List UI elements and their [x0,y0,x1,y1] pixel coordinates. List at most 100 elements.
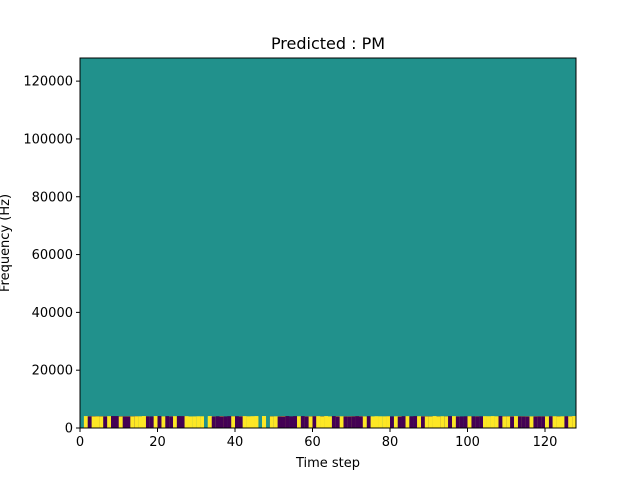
heatmap-cell [525,416,530,428]
heatmap-cell [304,416,309,428]
y-tick-label: 100000 [23,132,73,147]
plot-frame [79,57,577,429]
heatmap-cell [471,416,476,428]
heatmap-cell [382,416,387,428]
heatmap-cell [138,416,143,428]
heatmap-cell [545,416,549,428]
heatmap-cell [149,416,154,428]
heatmap-cell [308,416,313,428]
y-axis-label: Frequency (Hz) [0,194,13,292]
x-axis-label: Time step [295,456,360,471]
heatmap-cell [432,416,437,428]
heatmap-cell [506,416,511,428]
heatmap-cell [277,416,282,428]
y-tick-label: 120000 [23,75,73,90]
heatmap-cell [351,416,356,428]
y-axis: 0 20000 40000 60000 80000 100000 120000 [23,75,80,437]
heatmap-cell [316,416,321,428]
heatmap-cell [235,416,239,428]
heatmap-cell [289,416,294,428]
heatmap-cell [227,416,232,428]
heatmap-cell [262,416,267,428]
heatmap-cell [359,416,363,428]
heatmap-cell [200,416,205,428]
heatmap-cell [207,416,212,428]
heatmap-cell [215,416,220,428]
heatmap-cell [297,416,301,428]
heatmap-cell [192,416,197,428]
heatmap-cell [188,416,193,428]
heatmap-cell [118,416,123,428]
heatmap-cell [401,416,406,428]
heatmap-cell [219,416,224,428]
heatmap-cell [300,416,305,428]
heatmap-cell [424,416,429,428]
heatmap-cell [145,416,150,428]
heatmap-cell [157,416,162,428]
heatmap-cell [444,416,449,428]
heatmap-cell [494,416,499,428]
x-tick-label: 100 [455,435,480,450]
heatmap-cell [514,416,518,428]
heatmap-cell [548,416,553,428]
heatmap-cell [293,416,298,428]
heatmap-cell [355,416,360,428]
heatmap-cell [114,416,119,428]
heatmap-cell [483,416,487,428]
heatmap-cell [211,416,216,428]
heatmap-cell [169,416,174,428]
heatmap-cell [91,416,96,428]
heatmap-cell [335,416,340,428]
heatmap-cell [328,416,332,428]
heatmap-cell [393,416,398,428]
heatmap-cell [397,416,402,428]
heatmap-cell [130,416,135,428]
heatmap-cell [180,416,185,428]
heatmap-cell [273,416,278,428]
heatmap-cell [374,416,379,428]
heatmap-cell [475,416,480,428]
heatmap-cell [463,416,468,428]
heatmap-cell [490,416,495,428]
heatmap-cell [107,416,112,428]
x-axis: 0 20 40 60 80 100 120 [76,428,558,450]
heatmap-cell [250,416,255,428]
heatmap-cell [390,416,394,428]
x-tick-label: 60 [304,435,321,450]
heatmap-cell [417,416,422,428]
heatmap-cell [421,416,425,428]
heatmap-cell [560,416,565,428]
heatmap-cell [479,416,484,428]
heatmap-cell [103,416,108,428]
heatmap-cell [122,416,127,428]
heatmap-cell [510,416,515,428]
heatmap-cell [378,416,383,428]
heatmap-cell [254,416,259,428]
heatmap-cell [176,416,181,428]
chart-title: Predicted : PM [271,34,385,53]
heatmap-cell [343,416,348,428]
heatmap-cell [242,416,247,428]
y-tick-label: 60000 [32,248,73,263]
heatmap-cell [87,416,92,428]
heatmap-cell [409,416,414,428]
heatmap-cell [452,416,456,428]
y-tick-label: 0 [65,422,73,437]
heatmap-cell [331,416,336,428]
heatmap-cell [153,416,158,428]
heatmap-cell [223,416,228,428]
heatmap-cell [386,416,391,428]
heatmap-cell [184,416,189,428]
heatmap-cell [285,416,290,428]
x-tick-label: 80 [382,435,399,450]
heatmap-cell [366,416,371,428]
heatmap-cell [556,416,561,428]
heatmap-cell [231,416,236,428]
x-tick-label: 120 [533,435,558,450]
heatmap-cell [521,416,526,428]
heatmap-cell [324,416,329,428]
heatmap-cell [173,416,177,428]
heatmap-cell [436,416,441,428]
heatmap-cell [312,416,317,428]
